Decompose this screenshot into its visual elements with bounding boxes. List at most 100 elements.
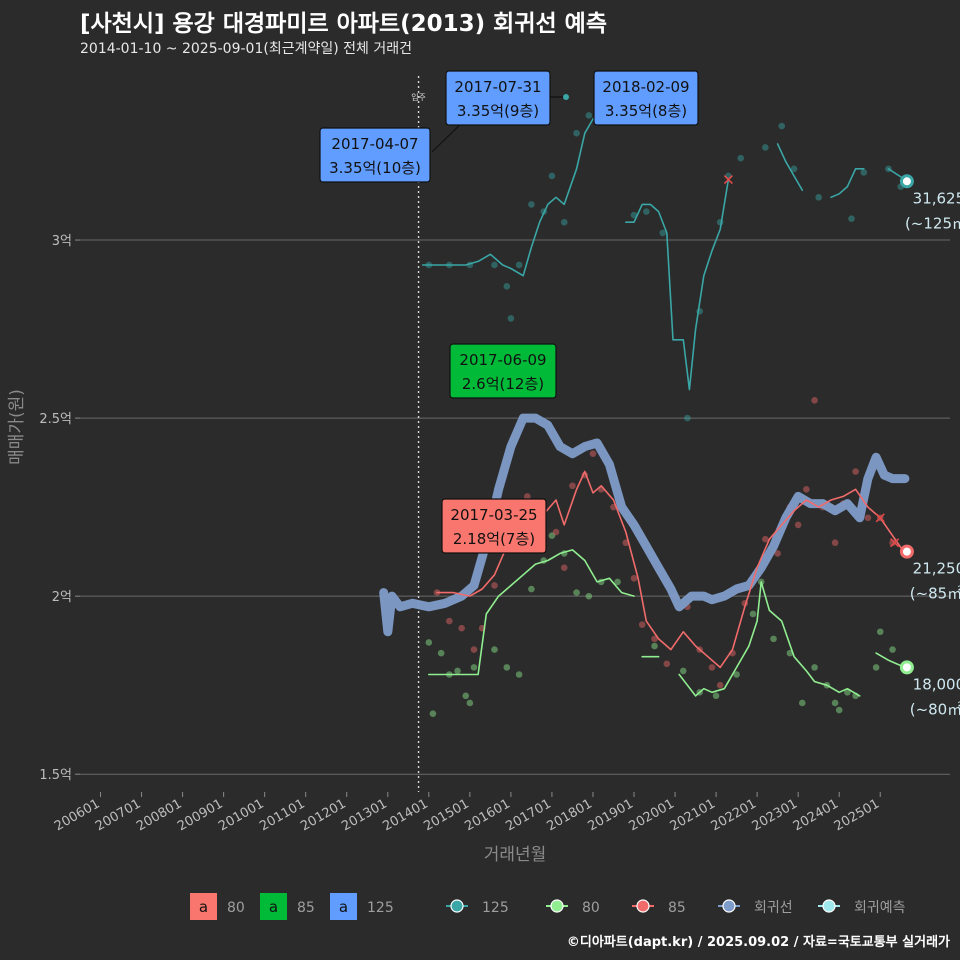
callout-price: 2.6억(12층) <box>462 375 544 393</box>
series-line-80 <box>428 549 635 676</box>
scatter-point-85 <box>458 624 465 632</box>
x-tick-label: 200801 <box>134 796 184 834</box>
scatter-point-80 <box>548 532 556 539</box>
annotation-layer: 31,625 (~125㎡) 21,250 (~85㎡) 18,000 (~80㎡) 201… <box>319 70 960 718</box>
chart-title: [사천시] 용강 대경파미르 아파트(2013) 회귀선 예측 <box>80 11 607 37</box>
series-line-125 <box>625 178 730 391</box>
scatter-point-80 <box>889 646 896 653</box>
scatter-point-80 <box>831 699 839 707</box>
y-tick-label: 1.5억 <box>39 768 72 783</box>
scatter-point-80 <box>770 635 777 643</box>
callout-price: 3.35억(9층) <box>457 102 539 120</box>
scatter-point-80 <box>425 639 433 646</box>
move-in-label: 입주 <box>411 93 426 102</box>
scatter-point-80 <box>844 688 851 696</box>
cross-marker <box>875 513 885 523</box>
legend-label-line-회귀선: 회귀선 <box>754 900 793 916</box>
x-tick-label: 202501 <box>832 796 882 834</box>
scatter-point-125 <box>790 165 798 173</box>
callout-box <box>441 498 547 554</box>
forecast-value-80: 18,000 <box>913 675 960 693</box>
callout-date: 2017-07-31 <box>454 78 541 96</box>
legend-key-area-85 <box>260 893 287 920</box>
callout-date: 2017-03-25 <box>450 506 537 524</box>
callout-date: 2017-06-09 <box>459 351 546 369</box>
scatter-point-85 <box>864 514 872 522</box>
scatter-point-80 <box>585 592 593 600</box>
scatter-point-85 <box>708 664 716 671</box>
scatter-point-85 <box>569 482 576 490</box>
scatter-point-80 <box>528 585 535 593</box>
scatter-point-85 <box>794 521 802 529</box>
legend-key-area-80 <box>190 893 217 920</box>
x-tick-label: 201001 <box>216 796 266 834</box>
series-line-80 <box>678 581 861 697</box>
legend-key-dot <box>450 899 464 913</box>
legend-key-glyph: a <box>339 898 348 916</box>
scatter-point-125 <box>815 194 822 201</box>
x-tick-label: 201801 <box>544 796 594 834</box>
scatter-point-80 <box>679 667 687 675</box>
axis-layer: 1.5억 2억 2.5억 3억 2006012007012008012009012010… <box>7 93 882 865</box>
x-tick-label: 202301 <box>750 796 800 834</box>
scatter-point-85 <box>630 575 638 582</box>
scatter-point-80 <box>651 642 658 650</box>
scatter-point-80 <box>503 664 511 671</box>
scatter-point-125 <box>560 218 568 226</box>
scatter-point-85 <box>811 396 818 404</box>
forecast-point-80 <box>899 660 914 675</box>
scatter-point-80 <box>872 664 880 671</box>
legend-key-glyph: a <box>199 898 208 916</box>
callout-date: 2017-04-07 <box>331 135 418 153</box>
scatter-point-125 <box>585 112 593 119</box>
y-tick-label: 2억 <box>52 590 72 605</box>
scatter-point-85 <box>663 660 671 668</box>
cross-marker <box>890 538 900 548</box>
series-line-125 <box>830 168 865 199</box>
scatter-point-80 <box>749 610 757 618</box>
scatter-point-80 <box>491 646 498 653</box>
scatter-point-85 <box>889 539 896 547</box>
y-tick-label: 2.5억 <box>39 412 72 427</box>
points-layer <box>379 112 910 717</box>
callout-box <box>319 127 431 183</box>
scatter-point-125 <box>762 144 769 151</box>
x-tick-label: 202101 <box>668 796 718 834</box>
scatter-point-80 <box>835 706 843 714</box>
x-tick-label: 201701 <box>503 796 553 834</box>
scatter-point-125 <box>491 261 498 269</box>
x-tick-label: 201501 <box>421 796 471 834</box>
x-tick-label: 201601 <box>462 796 512 834</box>
scatter-point-80 <box>712 692 720 700</box>
scatter-point-80 <box>798 699 806 707</box>
scatter-point-80 <box>466 699 474 707</box>
scatter-point-80 <box>470 664 478 671</box>
x-tick-label: 201401 <box>380 796 430 834</box>
legend-label-line-80: 80 <box>582 900 600 916</box>
callout-date: 2018-02-09 <box>602 78 689 96</box>
scatter-point-125 <box>778 122 786 130</box>
forecast-value-125: 31,625 <box>913 189 960 207</box>
legend-label-line-회귀예측: 회귀예측 <box>854 900 906 916</box>
legend-label-area-80: 80 <box>227 900 245 916</box>
scatter-point-125 <box>515 261 523 269</box>
legend-key-glyph: a <box>269 898 278 916</box>
x-tick-label: 200701 <box>93 796 143 834</box>
regression-line <box>379 413 910 637</box>
chart-subtitle: 2014-01-10 ~ 2025-09-01(최근계약일) 전체 거래건 <box>80 41 412 57</box>
grid-layer <box>80 76 950 792</box>
y-tick-label: 3억 <box>52 234 72 249</box>
x-tick-label: 201901 <box>586 796 636 834</box>
legend-key-dot <box>822 899 836 913</box>
x-tick-label: 201101 <box>257 796 307 834</box>
legend-key-area-125 <box>330 893 357 920</box>
scatter-point-80 <box>462 692 470 700</box>
scatter-point-85 <box>560 564 568 571</box>
x-tick-label: 202201 <box>709 796 759 834</box>
scatter-point-85 <box>638 621 646 628</box>
series-line-80 <box>875 652 906 669</box>
scatter-point-80 <box>515 671 523 678</box>
scatter-point-85 <box>446 617 453 625</box>
legend-label-area-85: 85 <box>297 900 315 916</box>
callout-box <box>593 70 699 126</box>
